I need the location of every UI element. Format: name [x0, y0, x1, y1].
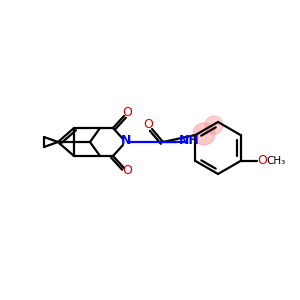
- Text: O: O: [122, 164, 132, 178]
- Text: CH₃: CH₃: [266, 156, 286, 166]
- Text: N: N: [121, 134, 131, 148]
- Circle shape: [193, 123, 215, 145]
- Text: NH: NH: [179, 134, 200, 148]
- Text: O: O: [257, 154, 267, 167]
- Circle shape: [205, 116, 223, 134]
- Text: O: O: [122, 106, 132, 119]
- Text: O: O: [143, 118, 153, 131]
